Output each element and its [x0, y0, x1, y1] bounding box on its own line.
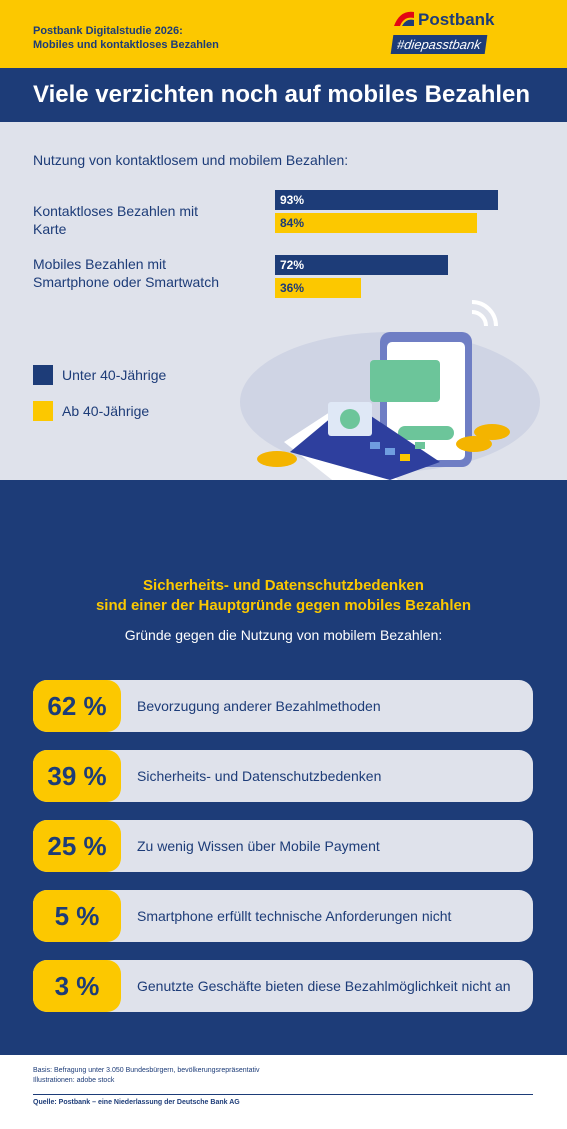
- logo-icon: [394, 11, 414, 26]
- reasons-subtitle: Gründe gegen die Nutzung von mobilem Bez…: [124, 627, 443, 643]
- reason-percent: 39 %: [33, 750, 121, 802]
- basis: Basis: Befragung unter 3.050 Bundesbürge…: [33, 1067, 260, 1074]
- bar: 84%: [275, 213, 477, 233]
- reason-pill: 5 % Smartphone erfüllt technische Anforde…: [33, 890, 533, 942]
- reasons-heading: Sicherheits- und Datenschutzbedenken sin…: [0, 576, 567, 616]
- header-text: Postbank Digitalstudie 2026: Mobiles und…: [33, 24, 219, 52]
- legend-swatch: [33, 365, 53, 385]
- bar: 36%: [275, 278, 362, 298]
- category-label: Kontaktloses Bezahlen mit Karte: [33, 203, 198, 237]
- legend-label: Unter 40-Jährige: [62, 367, 167, 383]
- bar: 72%: [275, 255, 448, 275]
- heading-line: sind einer der Hauptgründe gegen mobiles…: [95, 597, 472, 614]
- source: Quelle: Postbank – eine Niederlassung de…: [33, 1099, 240, 1106]
- category-label: Mobiles Bezahlen mit Smartphone oder Sma…: [33, 256, 219, 290]
- topic: Mobiles und kontaktloses Bezahlen: [33, 39, 219, 51]
- heading-line: Sicherheits- und Datenschutzbedenken: [143, 577, 424, 594]
- reason-text: Zu wenig Wissen über Mobile Payment: [137, 838, 380, 854]
- chart-title: Nutzung von kontaktlosem und mobilem Bez…: [33, 152, 349, 168]
- reason-pill: 3 % Genutzte Geschäfte bieten diese Bezah…: [33, 960, 533, 1012]
- bar: 93%: [275, 190, 499, 210]
- title-band: Viele verzichten noch auf mobiles Bezahl…: [0, 68, 567, 122]
- hashtag: #diepasstbank: [390, 35, 488, 54]
- reason-pill: 39 % Sicherheits- und Datenschutzbedenken: [33, 750, 533, 802]
- header: Postbank Digitalstudie 2026: Mobiles und…: [0, 0, 567, 68]
- reason-text: Bevorzugung anderer Bezahlmethoden: [137, 698, 381, 714]
- reason-pill: 62 % Bevorzugung anderer Bezahlmethoden: [33, 680, 533, 732]
- chart-section: Nutzung von kontaktlosem und mobilem Bez…: [0, 122, 567, 480]
- value-label: 84%: [280, 216, 305, 230]
- reason-text: Sicherheits- und Datenschutzbedenken: [137, 768, 382, 784]
- study: Postbank Digitalstudie 2026:: [33, 25, 183, 37]
- legend-swatch: [33, 401, 53, 421]
- value-label: 72%: [280, 258, 305, 272]
- brand: Postbank: [418, 10, 495, 29]
- title: Viele verzichten noch auf mobiles Bezahl…: [33, 81, 531, 108]
- reason-text: Smartphone erfüllt technische Anforderun…: [137, 908, 452, 924]
- reason-percent: 62 %: [33, 680, 121, 732]
- illustrations: Illustrationen: adobe stock: [33, 1077, 115, 1084]
- reason-percent: 3 %: [33, 960, 121, 1012]
- illustration: [240, 300, 540, 480]
- reason-pill: 25 % Zu wenig Wissen über Mobile Payment: [33, 820, 533, 872]
- legend-label: Ab 40-Jährige: [62, 403, 150, 419]
- reason-text: Genutzte Geschäfte bieten diese Bezahlmö…: [137, 978, 511, 994]
- reasons-section: Sicherheits- und Datenschutzbedenken sin…: [0, 480, 567, 1055]
- value-label: 93%: [280, 193, 305, 207]
- value-label: 36%: [280, 281, 305, 295]
- footnotes: Basis: Befragung unter 3.050 Bundesbürge…: [33, 1066, 259, 1086]
- reason-percent: 25 %: [33, 820, 121, 872]
- reason-percent: 5 %: [33, 890, 121, 942]
